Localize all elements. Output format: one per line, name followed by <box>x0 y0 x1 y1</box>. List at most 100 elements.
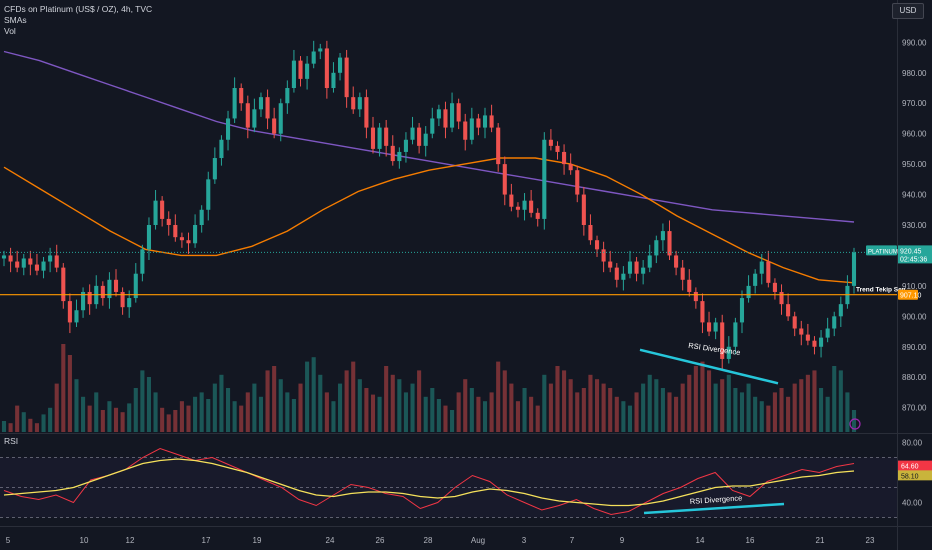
volume-bar <box>476 396 481 432</box>
volume-bar <box>120 412 125 432</box>
time-tick-label: 23 <box>866 536 875 545</box>
candle-body <box>832 316 837 329</box>
volume-bar <box>529 396 534 432</box>
last-price-label: 920.45 <box>900 248 922 255</box>
volume-bar <box>766 405 771 432</box>
candle-body <box>535 212 540 219</box>
volume-bar <box>634 392 639 432</box>
candle-body <box>298 60 303 79</box>
sma-indicator-label[interactable]: SMAs <box>4 15 27 25</box>
candle-body <box>41 261 46 271</box>
volume-bar <box>759 401 764 432</box>
price-tick-label: 910.00 <box>902 282 927 291</box>
volume-bar <box>81 396 86 432</box>
candle-body <box>160 200 165 219</box>
volume-bar <box>502 370 507 432</box>
volume-bar <box>851 410 857 432</box>
volume-bar <box>199 392 204 432</box>
last-price-box <box>898 245 932 264</box>
candle-body <box>54 255 59 268</box>
volume-bar <box>225 388 231 432</box>
candle-body <box>851 252 857 286</box>
symbol-title[interactable]: CFDs on Platinum (US$ / OZ), 4h, TVC <box>4 4 153 14</box>
volume-bar <box>67 355 72 432</box>
candle-body <box>377 127 382 149</box>
currency-button[interactable]: USD <box>892 3 924 19</box>
trendline-price-box <box>898 289 918 300</box>
candle-body <box>8 255 13 262</box>
volume-bar <box>687 374 692 432</box>
volume-bar <box>357 379 362 432</box>
volume-bar <box>845 392 850 432</box>
price-tick-label: 970.00 <box>902 99 927 108</box>
volume-bar <box>417 370 422 432</box>
volume-bar <box>614 396 619 432</box>
volume-bar <box>654 379 659 432</box>
candle-body <box>265 97 270 119</box>
candle-body <box>113 279 119 292</box>
volume-bar <box>252 383 257 432</box>
candle-body <box>463 121 468 140</box>
candle-body <box>726 346 731 359</box>
candle-body <box>476 118 481 128</box>
volume-bar <box>509 383 514 432</box>
rsi-indicator-label[interactable]: RSI <box>4 436 19 446</box>
volume-bar <box>753 396 758 432</box>
volume-bar <box>772 392 777 432</box>
candle-body <box>706 322 712 332</box>
candle-body <box>127 298 132 308</box>
candle-body <box>568 164 573 171</box>
candle-body <box>529 200 534 213</box>
candle-body <box>838 304 843 317</box>
candle-body <box>278 103 283 134</box>
volume-bar <box>674 396 679 432</box>
candle-body <box>621 273 626 280</box>
volume-bar <box>423 396 428 432</box>
volume-bar <box>272 366 277 432</box>
chart-legend: CFDs on Platinum (US$ / OZ), 4h, TVC SMA… <box>4 4 152 37</box>
candle-body <box>34 264 39 271</box>
candle-body <box>562 151 567 165</box>
price-tick-label: 870.00 <box>902 404 927 413</box>
candle-body <box>805 334 810 341</box>
candle-body <box>674 255 679 268</box>
candle-body <box>344 57 349 98</box>
candle-body <box>720 322 725 359</box>
candle-body <box>779 291 784 305</box>
candle-body <box>799 328 804 335</box>
volume-bar <box>825 396 830 432</box>
candle-body <box>509 194 514 207</box>
volume-bar <box>667 392 672 432</box>
candle-body <box>370 127 376 149</box>
symbol-badge <box>866 245 897 256</box>
volume-bar <box>496 361 501 432</box>
volume-bar <box>94 392 99 432</box>
volume-bar <box>166 414 171 432</box>
volume-bar <box>377 396 382 432</box>
candle-body <box>581 194 586 225</box>
volume-bar <box>641 383 646 432</box>
volume-bar <box>522 388 527 432</box>
candle-body <box>647 255 652 268</box>
event-lightning-icon <box>849 418 861 430</box>
candle-body <box>258 97 264 110</box>
trendline-price-label: 907.10 <box>900 293 922 300</box>
volume-bar <box>331 401 336 432</box>
volume-indicator-label[interactable]: Vol <box>4 26 16 36</box>
volume-bar <box>786 396 791 432</box>
volume-bar <box>482 401 488 432</box>
volume-bar <box>397 379 402 432</box>
candle-body <box>482 115 488 128</box>
candle-body <box>21 258 26 268</box>
volume-bar <box>338 383 343 432</box>
candle-body <box>61 267 66 302</box>
candle-body <box>179 237 184 241</box>
volume-bar <box>805 374 810 432</box>
volume-bar <box>87 405 92 432</box>
volume-bar <box>647 374 652 432</box>
volume-bar <box>48 407 53 432</box>
volume-bar <box>792 383 797 432</box>
volume-bar <box>8 423 13 432</box>
volume-bar <box>107 401 112 432</box>
